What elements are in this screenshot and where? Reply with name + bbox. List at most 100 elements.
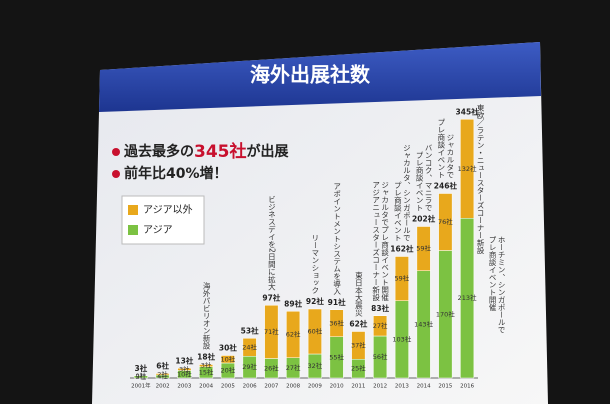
segment-label: 132社 <box>458 164 477 173</box>
total-label: 3社 <box>135 363 148 373</box>
bullet-part: 前年比40%増！ <box>124 165 228 182</box>
x-tick-label: 2013 <box>395 384 409 390</box>
bullet-part: が出展 <box>247 143 289 160</box>
annotation: プレ商談イベント開催 <box>488 236 497 312</box>
segment-label: 170社 <box>436 309 455 318</box>
segment-label: 71社 <box>264 327 279 336</box>
segment-label: 37社 <box>351 340 366 349</box>
bar-segment <box>373 315 388 337</box>
bar-segment <box>264 305 279 359</box>
annotation: アジアニュースターズコーナー新設 <box>371 180 380 301</box>
bullet-dot <box>112 148 120 156</box>
segment-label: 24社 <box>242 342 257 351</box>
x-tick-label: 2007 <box>264 384 278 390</box>
segment-label: 3社 <box>201 361 212 370</box>
segment-label: 26社 <box>264 363 279 372</box>
x-tick-label: 2011 <box>351 384 365 390</box>
segment-label: 3社 <box>179 364 190 373</box>
segment-label: 143社 <box>414 319 433 328</box>
segment-label: 4社 <box>157 372 168 381</box>
bar-segment <box>286 311 301 358</box>
bar-segment <box>177 368 192 371</box>
segment-label: 103社 <box>392 334 411 343</box>
bar-segment <box>394 256 409 301</box>
total-label: 345社 <box>456 106 480 116</box>
x-tick-label: 2004 <box>199 384 213 390</box>
x-tick-label: 2012 <box>373 384 387 390</box>
segment-label: 56社 <box>373 352 388 361</box>
segment-label: 3社 <box>136 372 147 381</box>
bar-segment <box>199 364 214 367</box>
annotation: ホーチミン、シンガポールで <box>497 236 506 334</box>
x-tick-label: 2002 <box>156 384 170 390</box>
total-label: 97社 <box>262 292 280 302</box>
x-tick-label: 2008 <box>286 384 300 390</box>
annotation: 東欧／ラテン・ニュースターズコーナー新設 <box>476 103 485 256</box>
bullet-text: 前年比40%増！ <box>124 165 228 182</box>
total-label: 162社 <box>390 244 414 254</box>
x-tick-label: 2010 <box>330 384 344 390</box>
bar-segment <box>351 331 366 360</box>
legend-box <box>121 195 205 245</box>
segment-label: 20社 <box>220 366 235 375</box>
segment-label: 0社 <box>136 371 147 380</box>
total-label: 53社 <box>241 325 259 335</box>
total-label: 13社 <box>175 355 193 365</box>
x-tick-label: 2006 <box>243 384 257 390</box>
total-label: 30社 <box>219 343 237 353</box>
legend-swatch <box>128 225 138 235</box>
annotation: 東日本大震災 <box>354 270 363 317</box>
segment-label: 76社 <box>438 217 453 226</box>
legend-label: アジア <box>143 225 173 236</box>
segment-label: 60社 <box>307 327 322 336</box>
bullet-text: 過去最多の345社が出展 <box>123 141 289 162</box>
bar-segment <box>460 119 475 219</box>
segment-label: 59社 <box>416 244 431 253</box>
plot: 2001年3社0社3社20024社2社6社200310社3社13社200415社… <box>130 103 506 390</box>
annotation: アポイントメントシステムを導入 <box>332 182 341 295</box>
bar-segment <box>133 375 148 379</box>
total-label: 83社 <box>371 303 389 313</box>
bullet-part: 過去最多の <box>123 143 194 160</box>
total-label: 18社 <box>197 352 215 362</box>
segment-label: 62社 <box>286 330 301 339</box>
annotation: 海外パビリオン新設 <box>202 281 211 351</box>
segment-label: 2社 <box>157 369 168 378</box>
annotation: ジャカルタでプレ商談イベント開催 <box>380 181 389 302</box>
chart-title: 海外出展社数 <box>250 63 371 87</box>
x-tick-label: 2014 <box>417 384 431 390</box>
segment-label: 213社 <box>458 293 477 302</box>
total-label: 246社 <box>434 181 458 191</box>
bullet-part: 345社 <box>194 141 247 162</box>
total-label: 92社 <box>306 296 324 306</box>
x-tick-label: 2015 <box>438 384 452 390</box>
annotation: プレ商談イベント <box>393 181 402 241</box>
bar-segment <box>155 373 170 376</box>
segment-label: 55社 <box>329 352 344 361</box>
bar-segment <box>220 355 235 364</box>
segment-label: 25社 <box>351 364 366 373</box>
segment-label: 27社 <box>286 363 301 372</box>
x-tick-label: 2001年 <box>131 382 151 390</box>
segment-label: 27社 <box>373 321 388 330</box>
total-label: 6社 <box>156 361 169 371</box>
total-label: 91社 <box>328 297 346 307</box>
annotation: ビジネスデイを2日間に拡大 <box>267 195 276 291</box>
annotation: プレ商談イベント <box>437 118 446 178</box>
x-tick-label: 2003 <box>177 384 191 390</box>
segment-label: 36社 <box>329 318 344 327</box>
segment-label: 32社 <box>307 361 322 370</box>
bullet-dot <box>112 170 120 178</box>
annotation: ジャカルタで <box>446 134 455 179</box>
annotation: バンコク、マニラで <box>424 144 433 212</box>
total-label: 89社 <box>284 298 302 308</box>
bar-segment <box>242 338 257 357</box>
segment-label: 59社 <box>394 274 409 283</box>
x-tick-label: 2016 <box>460 384 474 390</box>
slide-header <box>99 42 541 112</box>
x-tick-label: 2009 <box>308 384 322 390</box>
annotation: プレ商談イベント <box>415 151 424 211</box>
slide <box>92 42 548 404</box>
